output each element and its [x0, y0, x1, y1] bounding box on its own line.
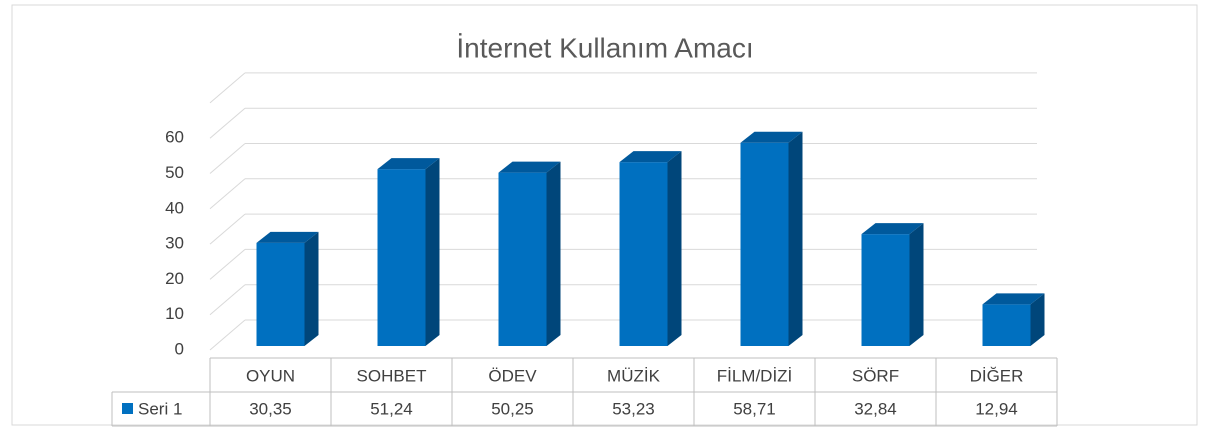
legend-swatch	[122, 403, 133, 414]
table-value: 58,71	[733, 399, 776, 418]
x-tick-label: FİLM/DİZİ	[717, 366, 793, 385]
y-tick-label: 40	[165, 198, 184, 217]
bar-front	[982, 304, 1031, 346]
x-tick-label: DİĞER	[970, 366, 1024, 385]
x-tick-label: SÖRF	[852, 366, 899, 385]
bar-side	[546, 161, 561, 346]
y-tick-label: 30	[165, 234, 184, 253]
table-value: 30,35	[249, 399, 292, 418]
bar-side	[304, 231, 319, 346]
bar-front	[619, 162, 668, 346]
x-tick-label: SOHBET	[357, 366, 427, 385]
x-tick-label: MÜZİK	[607, 366, 661, 385]
grid-line	[209, 178, 246, 210]
y-tick-label: 20	[165, 269, 184, 288]
bar-top	[861, 223, 924, 235]
table-value: 12,94	[975, 399, 1018, 418]
bar-front	[256, 242, 305, 346]
bar-top	[740, 131, 803, 143]
bar-top	[619, 151, 682, 163]
bar	[740, 131, 803, 346]
y-tick-label: 60	[165, 128, 184, 147]
grid-line	[209, 72, 246, 104]
bar-front	[861, 234, 910, 346]
x-tick-label: OYUN	[246, 366, 295, 385]
grid-line	[209, 284, 246, 316]
bar-side	[667, 151, 682, 346]
bar	[377, 158, 440, 346]
grid-line	[209, 249, 246, 280]
bar-side	[1030, 293, 1045, 346]
chart-title: İnternet Kullanım Amacı	[456, 32, 753, 63]
table-value: 51,24	[370, 399, 413, 418]
x-tick-label: ÖDEV	[488, 366, 537, 385]
bar-top	[982, 293, 1045, 305]
y-tick-label: 50	[165, 163, 184, 182]
legend-label: Seri 1	[138, 399, 182, 418]
bar-side	[425, 158, 440, 346]
chart-border	[11, 4, 1198, 426]
grid-line	[209, 213, 246, 245]
bar-top	[377, 158, 440, 170]
grid-line	[209, 107, 246, 139]
bar-top	[256, 231, 319, 243]
bar-front	[740, 142, 789, 346]
bar-front	[498, 172, 547, 346]
bar-top	[498, 161, 561, 173]
table-value: 50,25	[491, 399, 534, 418]
y-tick-label: 0	[175, 339, 184, 358]
bar	[256, 231, 319, 346]
bar	[982, 293, 1045, 346]
bar	[861, 223, 924, 346]
grid-line	[209, 143, 246, 174]
y-tick-label: 10	[165, 304, 184, 323]
grid-line	[209, 319, 246, 351]
bar-front	[377, 169, 426, 346]
bar	[498, 161, 561, 346]
table-value: 32,84	[854, 399, 897, 418]
bar-side	[788, 131, 803, 346]
bar	[619, 151, 682, 346]
bar-side	[909, 223, 924, 346]
table-value: 53,23	[612, 399, 655, 418]
